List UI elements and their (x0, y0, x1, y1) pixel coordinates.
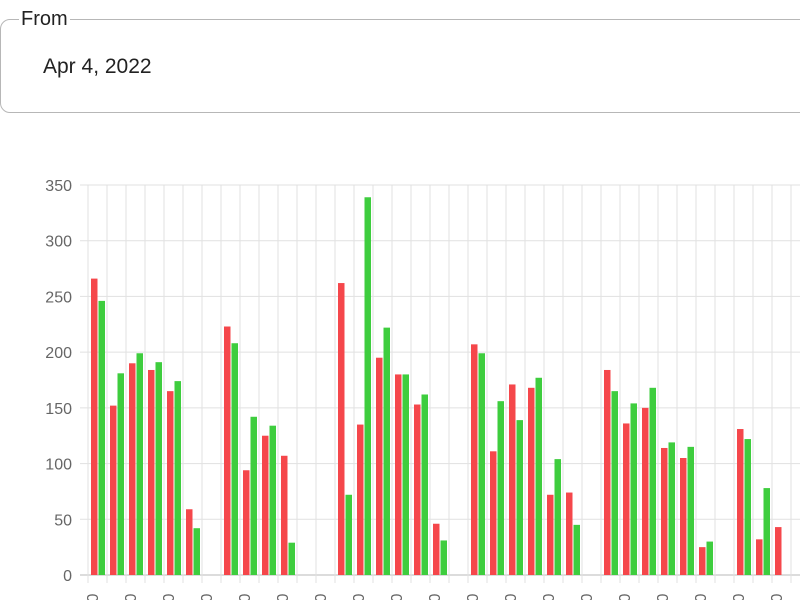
bar-red (91, 278, 98, 575)
y-axis: 0 50 100 150 200 250 300 350 (45, 178, 72, 585)
bar-green (288, 542, 295, 575)
bar-red (433, 523, 440, 575)
bar-red (110, 405, 117, 575)
bar-red (680, 458, 687, 575)
date-field-outline: From (0, 9, 800, 113)
bar-red (737, 429, 744, 575)
x-tick-label: 0 (769, 593, 786, 600)
bar-red (775, 527, 782, 575)
date-field-label: From (21, 8, 68, 30)
bar-green (516, 420, 523, 575)
x-tick-label: 0 (427, 593, 444, 600)
bar-red (604, 369, 611, 575)
bar-green (649, 387, 656, 575)
bar-red (528, 387, 535, 575)
bar-green (440, 540, 447, 575)
y-tick-label: 100 (45, 457, 72, 474)
bar-green (231, 343, 238, 575)
x-tick-label: 0 (123, 593, 140, 600)
bar-red (661, 447, 668, 575)
bar-green (573, 524, 580, 575)
bar-green (706, 541, 713, 575)
y-tick-label: 350 (45, 178, 72, 195)
bar-red (186, 509, 193, 575)
bar-red (376, 357, 383, 575)
bar-red (262, 435, 269, 575)
x-axis: 0 0 0 0 0 0 0 0 0 0 0 0 0 0 0 0 0 0 0 (85, 593, 786, 600)
bar-red (338, 283, 345, 575)
y-tick-label: 300 (45, 234, 72, 251)
bar-green (383, 327, 390, 575)
x-tick-label: 0 (199, 593, 216, 600)
bar-green (744, 439, 751, 575)
bar-green (630, 403, 637, 575)
bar-red (566, 492, 573, 575)
x-tick-label: 0 (85, 593, 102, 600)
bar-red (642, 407, 649, 575)
bar-green (193, 528, 200, 575)
bar-red (756, 539, 763, 575)
bar-green (155, 362, 162, 575)
bar-red (167, 391, 174, 575)
bar-green (174, 381, 181, 575)
bar-red (395, 374, 402, 575)
bar-green (611, 391, 618, 575)
x-tick-label: 0 (503, 593, 520, 600)
grid-lines (80, 184, 800, 583)
bar-green (364, 197, 371, 575)
bar-red (471, 344, 478, 575)
bar-green (117, 373, 124, 575)
bar-green (554, 459, 561, 575)
x-tick-label: 0 (351, 593, 368, 600)
bar-green (98, 300, 105, 575)
bar-red (243, 470, 250, 575)
from-date-picker[interactable]: From Apr 4, 2022 (0, 0, 800, 115)
bar-red (357, 424, 364, 575)
x-tick-label: 0 (161, 593, 178, 600)
y-tick-label: 250 (45, 289, 72, 306)
bar-green (136, 353, 143, 575)
x-tick-label: 0 (313, 593, 330, 600)
x-tick-label: 0 (541, 593, 558, 600)
bar-red (623, 423, 630, 575)
bar-red (490, 451, 497, 575)
bar-green (687, 446, 694, 575)
bar-red (129, 363, 136, 575)
date-field-value[interactable]: Apr 4, 2022 (43, 55, 152, 78)
x-tick-label: 0 (655, 593, 672, 600)
bar-red (699, 547, 706, 575)
bar-green (535, 377, 542, 575)
bar-green (421, 394, 428, 575)
bar-red (148, 369, 155, 575)
x-tick-label: 0 (275, 593, 292, 600)
x-tick-label: 0 (465, 593, 482, 600)
bar-green (345, 494, 352, 575)
x-tick-label: 0 (693, 593, 710, 600)
bar-green (763, 488, 770, 575)
y-tick-label: 150 (45, 401, 72, 418)
bar-green (497, 401, 504, 575)
bars (91, 197, 782, 575)
bar-green (250, 416, 257, 575)
bar-green (269, 425, 276, 575)
bar-red (224, 326, 231, 575)
y-tick-label: 0 (63, 568, 72, 585)
x-tick-label: 0 (731, 593, 748, 600)
x-tick-label: 0 (389, 593, 406, 600)
x-tick-label: 0 (237, 593, 254, 600)
bar-green (478, 353, 485, 575)
y-tick-label: 50 (54, 512, 72, 529)
x-tick-label: 0 (579, 593, 596, 600)
bar-green (668, 442, 675, 575)
bar-green (402, 374, 409, 575)
bar-red (509, 384, 516, 575)
bar-red (281, 455, 288, 575)
x-tick-label: 0 (617, 593, 634, 600)
y-tick-label: 200 (45, 345, 72, 362)
bar-red (414, 404, 421, 575)
bar-red (547, 494, 554, 575)
